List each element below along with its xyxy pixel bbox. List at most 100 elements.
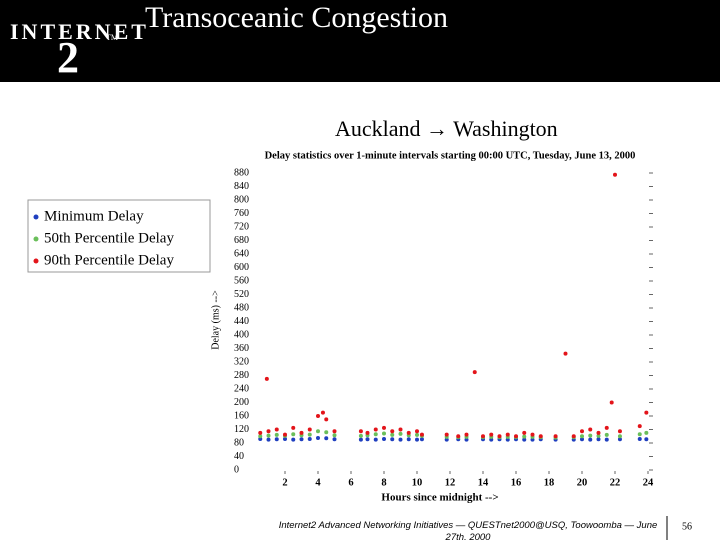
data-point bbox=[398, 437, 403, 442]
data-point bbox=[365, 437, 370, 442]
data-point bbox=[390, 429, 395, 434]
data-point bbox=[553, 434, 558, 439]
data-point bbox=[266, 429, 271, 434]
data-point bbox=[609, 400, 614, 405]
data-point bbox=[604, 425, 609, 430]
x-tick-label: 10 bbox=[412, 477, 423, 488]
x-tick-label: 12 bbox=[445, 477, 456, 488]
data-point bbox=[617, 434, 622, 439]
data-point bbox=[415, 432, 419, 437]
data-point bbox=[390, 437, 395, 442]
footer-text: Internet2 Advanced Networking Initiative… bbox=[278, 520, 658, 540]
data-point bbox=[365, 430, 370, 435]
data-point bbox=[588, 433, 593, 438]
y-tick-label: 760 bbox=[234, 208, 249, 219]
data-point bbox=[332, 433, 337, 438]
x-tick-label: 22 bbox=[610, 477, 621, 488]
data-point bbox=[258, 434, 263, 439]
legend-marker bbox=[33, 214, 39, 220]
slide-title: Transoceanic Congestion bbox=[145, 1, 448, 34]
data-point bbox=[588, 437, 593, 442]
y-tick-label: 440 bbox=[234, 316, 249, 327]
data-point bbox=[324, 430, 329, 435]
data-point bbox=[415, 437, 419, 442]
data-point bbox=[406, 430, 411, 435]
data-point bbox=[571, 434, 576, 439]
y-tick-label: 240 bbox=[234, 383, 249, 394]
data-point bbox=[444, 432, 449, 437]
legend-marker bbox=[33, 258, 39, 264]
data-point bbox=[419, 437, 424, 442]
data-point bbox=[604, 432, 609, 437]
data-point bbox=[390, 432, 395, 437]
y-tick-label: 320 bbox=[234, 356, 249, 367]
data-point bbox=[415, 429, 419, 434]
x-tick-label: 2 bbox=[282, 477, 287, 488]
data-point bbox=[382, 431, 386, 436]
data-point bbox=[264, 376, 269, 381]
data-point bbox=[489, 432, 494, 437]
data-point bbox=[522, 437, 527, 442]
data-point bbox=[382, 436, 386, 441]
x-axis-label: Hours since midnight --> bbox=[381, 492, 498, 504]
data-point bbox=[283, 436, 287, 441]
y-tick-label: 720 bbox=[234, 221, 249, 232]
data-point bbox=[644, 410, 649, 415]
data-point bbox=[266, 437, 271, 442]
x-tick-label: 14 bbox=[478, 477, 489, 488]
logo-mark: 2 bbox=[57, 33, 79, 82]
y-axis-label: Delay (ms) --> bbox=[210, 290, 221, 350]
data-point bbox=[307, 427, 312, 432]
data-point bbox=[398, 431, 403, 436]
data-point bbox=[382, 425, 386, 430]
page-number: 56 bbox=[682, 521, 692, 532]
y-tick-label: 120 bbox=[234, 424, 249, 435]
data-point bbox=[522, 434, 527, 439]
data-point bbox=[299, 430, 304, 435]
y-tick-label: 680 bbox=[234, 235, 249, 246]
data-point bbox=[258, 430, 263, 435]
data-point bbox=[373, 427, 378, 432]
x-tick-label: 18 bbox=[544, 477, 555, 488]
data-point bbox=[617, 437, 622, 442]
data-point bbox=[604, 437, 609, 442]
data-point bbox=[419, 432, 424, 437]
data-point bbox=[617, 429, 622, 434]
data-point bbox=[316, 429, 320, 434]
data-point bbox=[332, 437, 337, 442]
data-point bbox=[307, 432, 312, 437]
data-point bbox=[644, 430, 649, 435]
header-band bbox=[0, 0, 720, 82]
x-tick-label: 8 bbox=[381, 477, 386, 488]
data-point bbox=[324, 436, 329, 441]
data-point bbox=[358, 433, 363, 438]
data-point bbox=[299, 437, 304, 442]
data-point bbox=[644, 437, 649, 442]
data-point bbox=[274, 437, 279, 442]
data-point bbox=[316, 435, 320, 440]
legend-box bbox=[27, 199, 211, 273]
y-tick-label: 800 bbox=[234, 194, 249, 205]
y-tick-label: 520 bbox=[234, 289, 249, 300]
data-point bbox=[588, 427, 593, 432]
data-point bbox=[291, 437, 296, 442]
data-point bbox=[456, 434, 461, 439]
y-tick-label: 640 bbox=[234, 248, 249, 259]
legend-label: Minimum Delay bbox=[44, 208, 144, 224]
y-tick-label: 880 bbox=[234, 167, 249, 178]
data-point bbox=[613, 172, 617, 177]
data-point bbox=[563, 351, 568, 356]
data-point bbox=[373, 437, 378, 442]
data-point bbox=[283, 432, 287, 437]
data-point bbox=[464, 432, 469, 437]
data-point bbox=[497, 434, 502, 439]
data-point bbox=[358, 437, 363, 442]
y-tick-label: 160 bbox=[234, 410, 249, 421]
data-point bbox=[596, 437, 601, 442]
y-tick-label: 600 bbox=[234, 262, 249, 273]
y-tick-label: 560 bbox=[234, 275, 249, 286]
y-tick-label: 400 bbox=[234, 329, 249, 340]
data-point bbox=[637, 424, 642, 429]
